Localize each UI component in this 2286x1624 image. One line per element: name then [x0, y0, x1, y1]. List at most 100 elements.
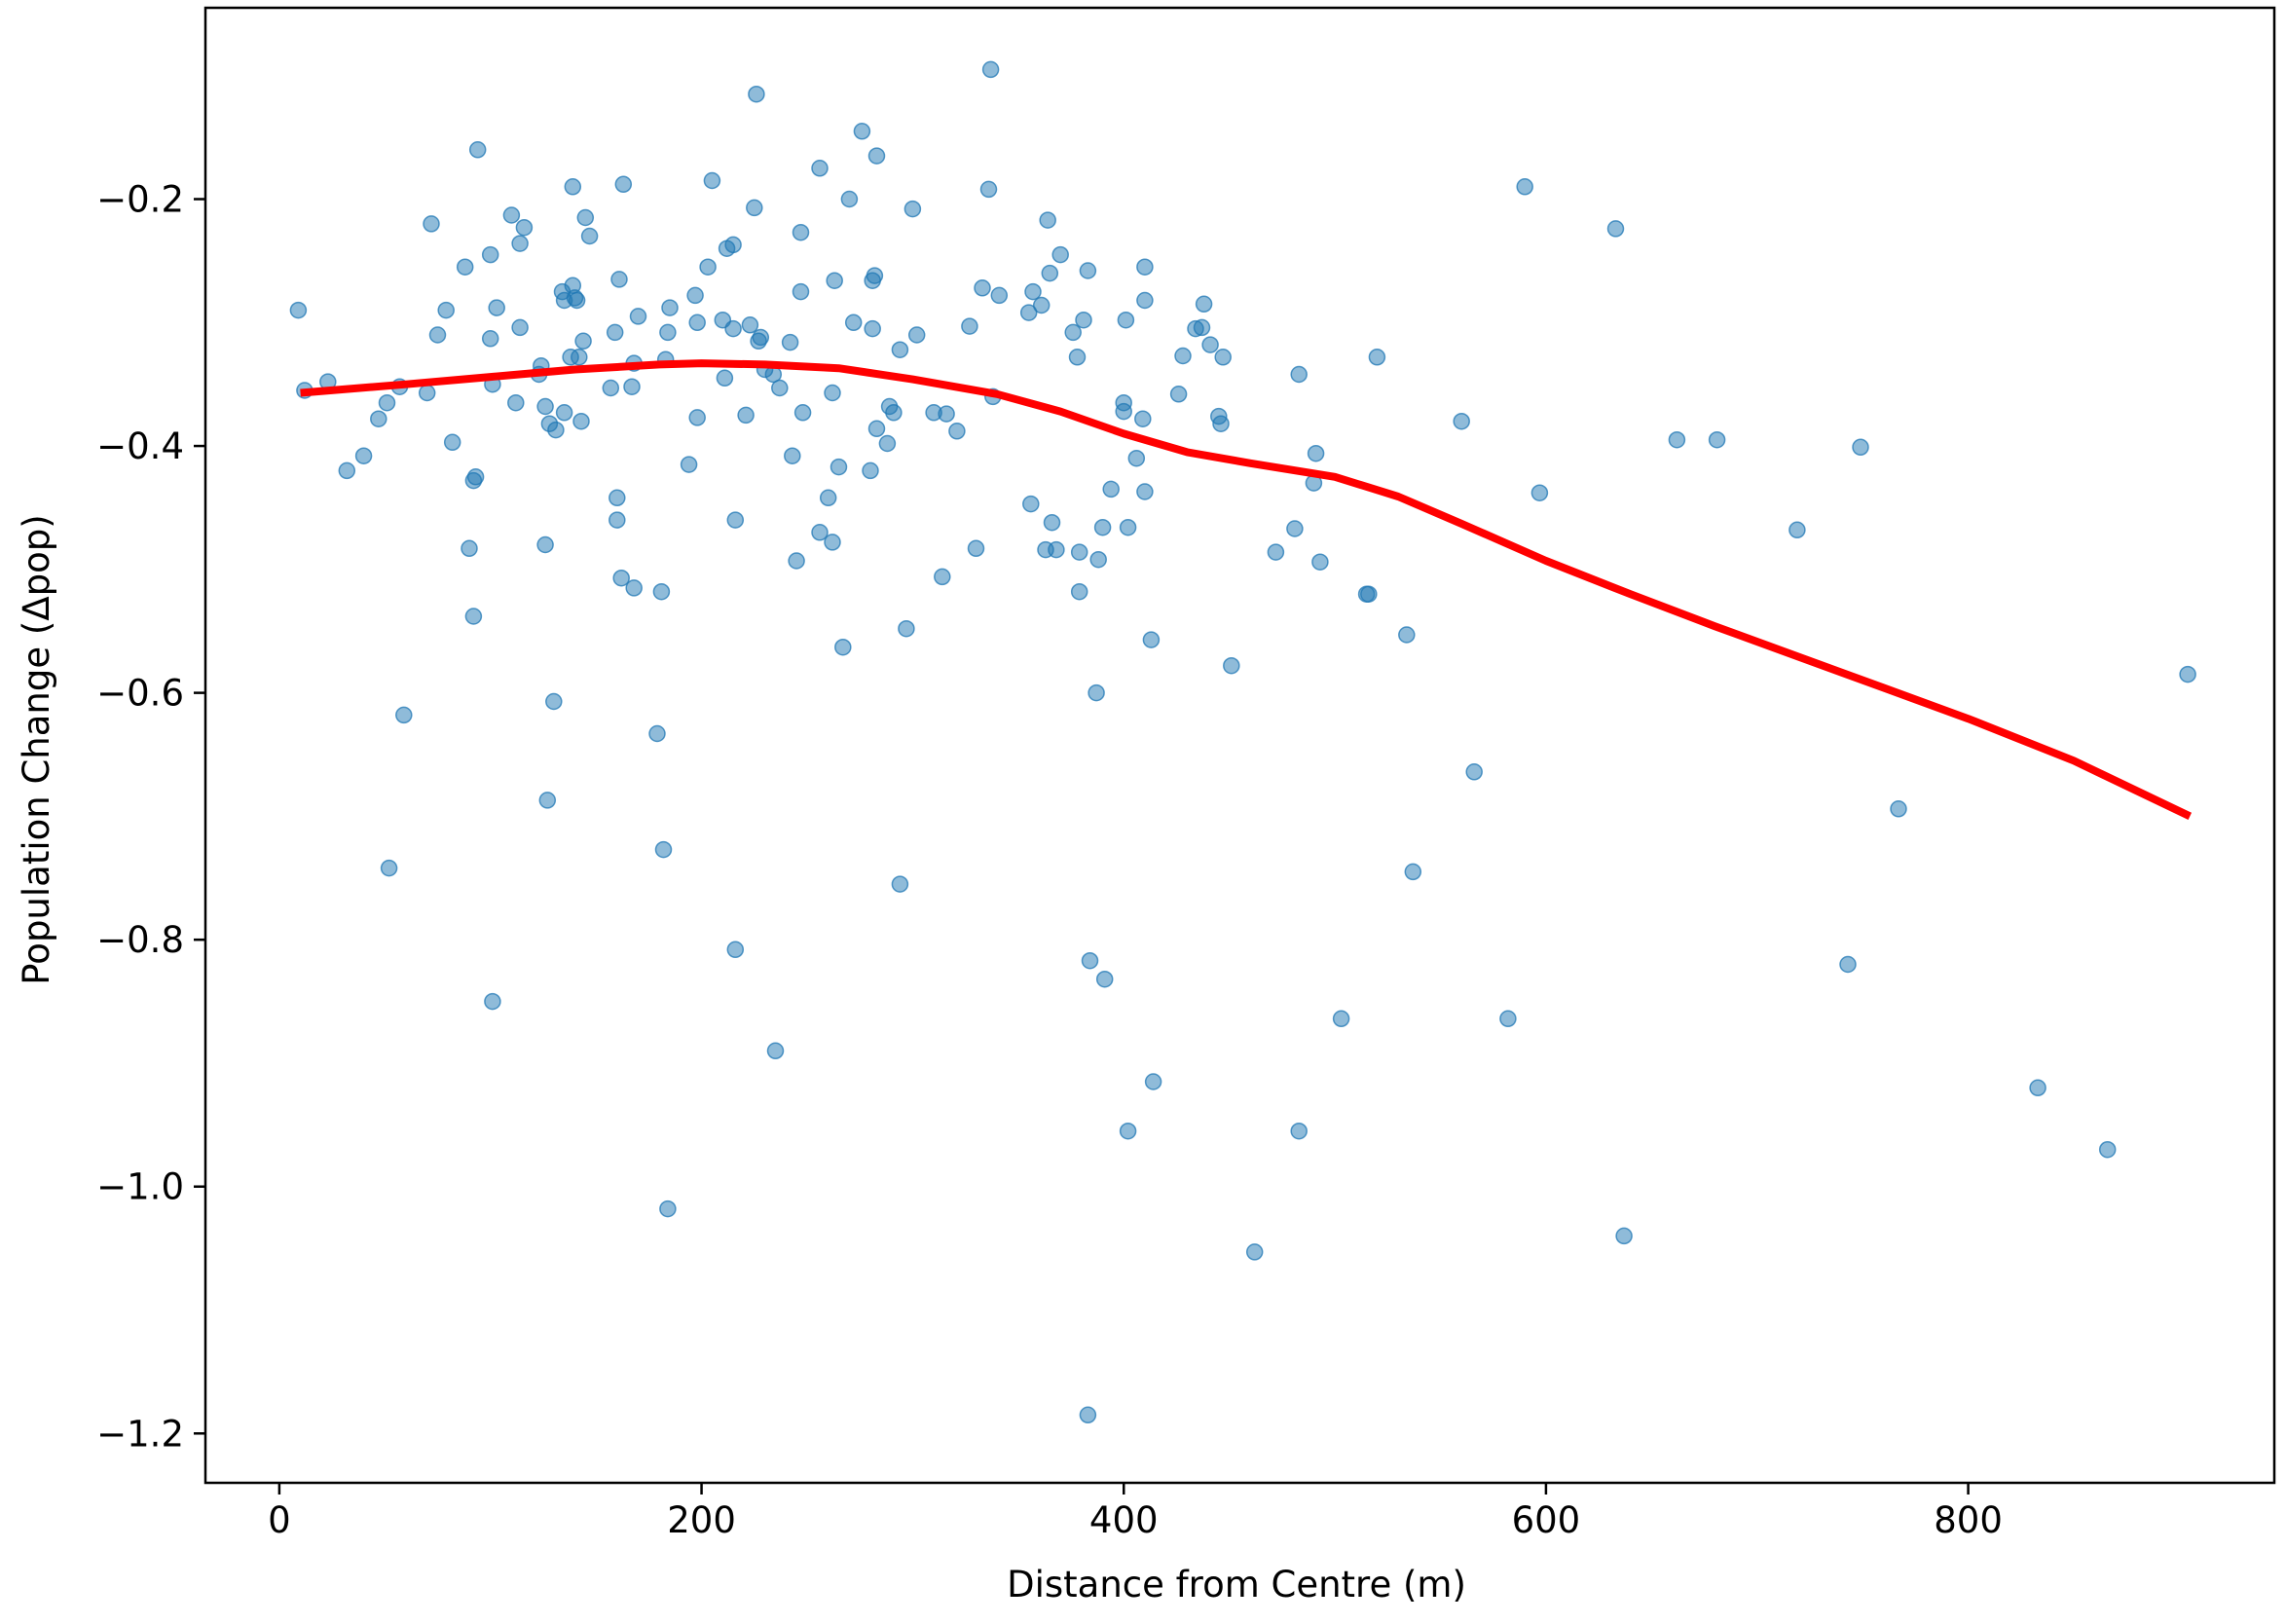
scatter-point	[1839, 955, 1857, 974]
scatter-point	[1022, 495, 1040, 513]
scatter-point	[652, 582, 671, 601]
scatter-point	[1081, 951, 1099, 970]
y-tick-label: −1.2	[96, 1413, 184, 1455]
scatter-point	[1142, 631, 1161, 648]
y-tick-label: −0.6	[96, 673, 184, 715]
scatter-point	[418, 384, 436, 402]
scatter-point	[741, 316, 759, 334]
scatter-point	[623, 378, 641, 395]
scatter-point	[574, 332, 592, 351]
scatter-point	[1499, 1010, 1517, 1028]
scatter-point	[1102, 480, 1120, 498]
scatter-point	[867, 147, 886, 165]
scatter-point	[878, 434, 897, 453]
scatter-point	[1169, 386, 1188, 403]
scatter-point	[1144, 1073, 1162, 1090]
scatter-point	[502, 206, 521, 224]
scatter-point	[907, 326, 926, 344]
scatter-point	[830, 458, 848, 476]
scatter-point	[461, 539, 478, 558]
scatter-point	[864, 319, 881, 338]
scatter-point	[547, 421, 565, 439]
scatter-point	[654, 840, 673, 859]
scatter-point	[948, 423, 966, 440]
scatter-point	[934, 568, 951, 586]
scatter-point	[1606, 220, 1625, 238]
scatter-point	[580, 227, 599, 245]
scatter-point	[2098, 1140, 2117, 1159]
scatter-point	[1127, 449, 1146, 467]
scatter-point	[1201, 336, 1219, 353]
scatter-point	[903, 200, 922, 218]
scatter-point	[979, 180, 998, 199]
scatter-point	[811, 524, 829, 541]
scatter-point	[1368, 349, 1386, 366]
scatter-point	[536, 535, 554, 554]
scatter-point	[1041, 264, 1059, 282]
scatter-point	[891, 875, 909, 893]
scatter-point	[686, 286, 704, 305]
scatter-point	[1852, 438, 1869, 457]
scatter-point	[1267, 543, 1285, 561]
scatter-point	[1788, 521, 1806, 539]
scatter-point	[811, 160, 829, 177]
scatter-point	[1404, 863, 1422, 881]
scatter-point	[1136, 483, 1154, 500]
scatter-point	[726, 941, 745, 959]
scatter-point	[784, 447, 801, 464]
scatter-point	[1290, 365, 1308, 384]
scatter-point	[1079, 1406, 1097, 1424]
scatter-point	[538, 792, 557, 809]
scatter-point	[466, 468, 485, 486]
scatter-point	[793, 404, 812, 422]
scatter-point	[610, 271, 628, 288]
scatter-point	[826, 272, 843, 289]
scatter-point	[766, 1042, 785, 1060]
scatter-point	[1070, 543, 1088, 561]
scatter-point	[1398, 626, 1416, 644]
scatter-point	[370, 410, 387, 427]
scatter-point	[840, 190, 859, 208]
scatter-point	[824, 384, 841, 402]
scatter-point	[1516, 178, 1533, 196]
scatter-point	[2029, 1079, 2046, 1097]
scatter-point	[1019, 304, 1038, 321]
scatter-point	[1032, 296, 1051, 314]
x-axis-ticks: 0 200 400 600 800	[268, 1483, 2003, 1541]
trend-line	[300, 359, 2193, 821]
scatter-point	[1064, 323, 1082, 342]
scatter-point	[1332, 1010, 1350, 1028]
x-tick-label: 200	[667, 1499, 736, 1541]
scatter-point	[1043, 513, 1061, 532]
scatter-point	[536, 397, 554, 416]
scatter-point	[891, 341, 909, 358]
scatter-point	[507, 393, 525, 412]
scatter-point	[990, 286, 1009, 305]
scatter-point	[1214, 349, 1232, 366]
scatter-point	[1117, 311, 1135, 329]
scatter-point	[354, 447, 373, 464]
scatter-point	[792, 223, 810, 241]
scatter-point	[834, 638, 852, 656]
scatter-point	[1290, 1122, 1308, 1140]
scatter-point	[1668, 430, 1686, 449]
scatter-point	[1068, 349, 1087, 366]
scatter-point	[456, 258, 474, 276]
scatter-point	[481, 245, 499, 264]
scatter-point	[1119, 1122, 1137, 1140]
scatter-point	[1708, 430, 1726, 449]
x-axis-label: Distance from Centre (m)	[1007, 1564, 1466, 1606]
scatter-point	[1075, 311, 1092, 329]
scatter-point	[771, 379, 789, 397]
scatter-point	[423, 215, 440, 233]
scatter-point	[1048, 540, 1065, 559]
scatter-point	[612, 569, 630, 587]
scatter-point	[378, 393, 396, 412]
y-tick-label: −0.4	[96, 425, 184, 467]
scatter-point	[2179, 665, 2196, 683]
x-tick-label: 0	[268, 1499, 291, 1541]
plot-frame	[203, 6, 2276, 1485]
scatter-point	[1174, 347, 1192, 365]
